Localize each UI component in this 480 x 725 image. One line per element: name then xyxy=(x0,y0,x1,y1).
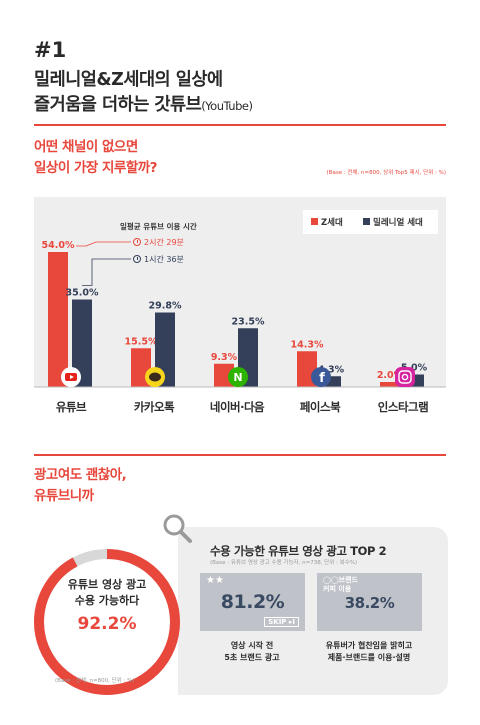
section1-question-line2: 일상이 가장 지루할까? xyxy=(34,160,158,176)
donut-base-note: (Base : 전체, n=800, 단위 : %) xyxy=(55,678,135,684)
usage-time-z: 2시간 29분 xyxy=(133,237,184,248)
brand-sponsor-icon: ◯◯브랜드 커피 이용 xyxy=(323,576,358,593)
donut-percent: 92.2% xyxy=(77,614,137,634)
section2-divider xyxy=(34,454,446,456)
top2-card-1-caption: 영상 시작 전 5초 브랜드 광고 xyxy=(193,640,311,664)
top2-card-2-value: 38.2% xyxy=(344,594,395,612)
top2-card-2: ◯◯브랜드 커피 이용 38.2% xyxy=(317,573,422,631)
instagram-icon-frame xyxy=(398,370,412,384)
value-label-kakaotalk-z: 15.5% xyxy=(125,336,158,347)
category-label-naver: 네이버·다음 xyxy=(209,400,265,414)
top2-card-2-caption: 유튜버가 협찬임을 밝히고 제품·브랜드를 이용·설명 xyxy=(310,640,428,664)
top2-title: 수용 가능한 유튜브 영상 광고 TOP 2 xyxy=(210,544,387,558)
title-main: 즐거움을 더하는 갓튜브 xyxy=(34,95,202,115)
donut-label-line2: 수용 가능하다 xyxy=(74,594,140,607)
category-label-instagram: 인스타그램 xyxy=(377,400,429,414)
bar-youtube-z xyxy=(48,252,68,387)
naver-icon-glyph: N xyxy=(233,371,242,384)
instagram-icon-lens xyxy=(401,373,409,381)
chart-legend: Z세대 밀레니얼 세대 xyxy=(303,210,438,234)
usage-time-title: 일평균 유튜브 이용 시간 xyxy=(120,222,197,231)
category-label-facebook: 페이스북 xyxy=(299,400,341,414)
legend-swatch-z xyxy=(311,218,318,225)
value-label-youtube-z: 54.0% xyxy=(42,240,75,251)
leader-line-z xyxy=(76,241,131,247)
donut-chart xyxy=(34,549,180,695)
page-title-line1: 밀레니얼&Z세대의 일상에 xyxy=(34,70,223,90)
bar-facebook-millennial xyxy=(321,376,341,387)
value-label-naver-millennial: 23.5% xyxy=(232,316,265,327)
top2-card-1-value: 81.2% xyxy=(220,591,285,613)
top2-card-1-caption-line1: 영상 시작 전 xyxy=(230,641,274,650)
section2-question-line2: 유튜브니까 xyxy=(34,488,94,504)
value-label-facebook-millennial: 4.3% xyxy=(318,364,345,375)
usage-time-millennial-text: 1시간 36분 xyxy=(144,255,184,264)
skip-icon: SKIP ▸I xyxy=(264,617,299,627)
top2-card-1: ★★ 81.2% SKIP ▸I xyxy=(200,573,305,631)
legend-label-millennial: 밀레니얼 세대 xyxy=(373,218,423,228)
top2-base-note: (Base : 유튜브 영상 광고 수용 가능자, n=738, 단위 : 복수… xyxy=(210,560,358,566)
star-icon: ★★ xyxy=(206,575,224,586)
kakaotalk-icon-bubble xyxy=(149,372,161,382)
bar-instagram-z xyxy=(380,382,400,387)
section1-question-line1: 어떤 채널이 없으면 xyxy=(34,139,138,155)
category-label-youtube: 유튜브 xyxy=(55,400,87,414)
donut-arc xyxy=(34,549,180,695)
section1-base-note: (Base : 전체, n=800, 상위 Top5 제시, 단위 : %) xyxy=(326,170,446,176)
value-label-kakaotalk-millennial: 29.8% xyxy=(149,301,182,312)
usage-time-millennial: 1시간 36분 xyxy=(133,254,184,265)
value-label-instagram-millennial: 5.0% xyxy=(401,363,428,374)
instagram-icon xyxy=(395,367,415,387)
facebook-icon xyxy=(311,367,331,387)
usage-time-z-text: 2시간 29분 xyxy=(144,238,184,247)
section1-divider xyxy=(34,124,446,126)
donut-label: 유튜브 영상 광고 수용 가능하다 xyxy=(48,577,166,609)
legend-swatch-millennial xyxy=(363,218,370,225)
bar-youtube-millennial xyxy=(72,299,92,387)
value-label-instagram-z: 2.0% xyxy=(377,370,404,381)
youtube-icon-play xyxy=(70,375,74,379)
value-label-naver-z: 9.3% xyxy=(211,352,238,363)
clock-icon xyxy=(133,255,141,263)
naver-icon xyxy=(228,367,248,387)
leader-line-millennial xyxy=(82,258,131,286)
donut-label-line1: 유튜브 영상 광고 xyxy=(67,578,147,591)
issue-number: #1 xyxy=(34,38,67,62)
top2-card-2-caption-line2: 제품·브랜드를 이용·설명 xyxy=(327,653,411,662)
top2-card-1-caption-line2: 5초 브랜드 광고 xyxy=(224,653,280,662)
category-label-kakaotalk: 카카오톡 xyxy=(133,400,175,414)
top2-card-2-caption-line1: 유튜버가 협찬임을 밝히고 xyxy=(325,641,413,650)
section2-question-line1: 광고여도 괜찮아, xyxy=(34,467,127,483)
magnifier-icon xyxy=(163,514,192,543)
clock-icon xyxy=(133,238,141,246)
value-label-facebook-z: 14.3% xyxy=(291,339,324,350)
title-suffix: (YouTube) xyxy=(201,99,253,113)
page-title-line2: 즐거움을 더하는 갓튜브(YouTube) xyxy=(34,91,253,116)
facebook-icon-glyph: f xyxy=(319,371,325,386)
value-label-youtube-millennial: 35.0% xyxy=(66,288,99,299)
legend-label-z: Z세대 xyxy=(321,218,343,228)
